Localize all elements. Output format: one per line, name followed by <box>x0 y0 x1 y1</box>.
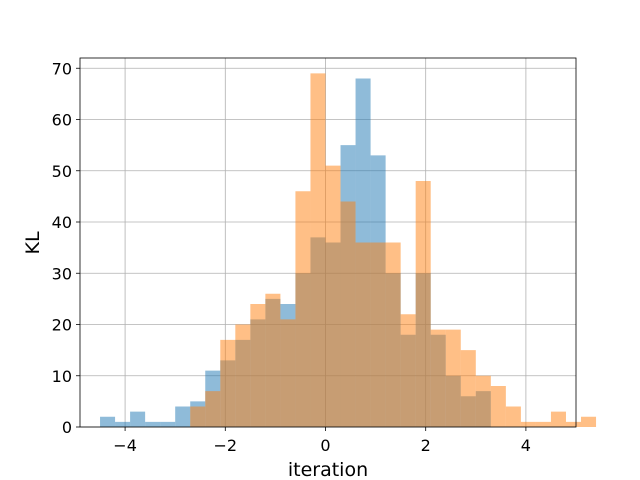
histogram-bar-series-2 <box>520 421 536 427</box>
histogram-bar-series-1 <box>100 416 116 427</box>
histogram-bar-series-2 <box>535 421 551 427</box>
histogram-bar-series-2 <box>475 375 491 427</box>
plot-frame <box>79 57 577 428</box>
histogram-bar-series-2 <box>385 242 401 427</box>
x-tick-label: −2 <box>213 436 237 455</box>
y-axis-label: KL <box>22 231 44 254</box>
histogram-bar-series-2 <box>505 406 521 427</box>
x-tick-label: 0 <box>320 436 330 455</box>
histogram-bar-series-2 <box>581 416 597 427</box>
histogram-bar-series-1 <box>160 421 176 427</box>
histogram-bars <box>100 73 597 427</box>
histogram-bar-series-2 <box>445 329 461 427</box>
histogram-bar-series-2 <box>415 181 431 427</box>
y-tick-label: 70 <box>52 59 72 78</box>
histogram-bar-series-2 <box>190 406 206 427</box>
y-tick-label: 10 <box>52 367 72 386</box>
y-tick-label: 60 <box>52 111 72 130</box>
histogram-bar-series-2 <box>205 391 221 427</box>
histogram-bar-series-2 <box>430 329 446 427</box>
histogram-bar-series-1 <box>130 411 146 427</box>
histogram-bar-series-2 <box>325 165 341 427</box>
histogram-bar-series-2 <box>370 242 386 427</box>
histogram-bar-series-2 <box>460 350 476 427</box>
histogram-bar-series-2 <box>565 421 582 427</box>
histogram-bar-series-2 <box>265 293 281 427</box>
y-tick-label: 20 <box>52 316 72 335</box>
histogram-bar-series-1 <box>145 421 161 427</box>
y-tick-label: 30 <box>52 264 72 283</box>
x-tick-label: −4 <box>113 436 137 455</box>
histogram-bar-series-2 <box>235 324 251 427</box>
histogram-bar-series-2 <box>295 191 311 427</box>
histogram-bar-series-2 <box>310 73 326 427</box>
y-tick-label: 50 <box>52 162 72 181</box>
x-axis-label: iteration <box>288 459 368 480</box>
histogram-bar-series-1 <box>115 421 131 427</box>
histogram-bar-series-2 <box>490 386 506 427</box>
histogram-bar-series-2 <box>400 314 416 427</box>
x-tick-label: 4 <box>521 436 531 455</box>
histogram-bar-series-2 <box>280 319 296 427</box>
histogram-bar-series-2 <box>355 242 371 427</box>
histogram-bar-series-2 <box>340 201 356 427</box>
histogram-bar-series-1 <box>175 406 191 427</box>
y-tick-label: 0 <box>62 418 72 437</box>
x-tick-label: 2 <box>421 436 431 455</box>
histogram-bar-series-2 <box>250 304 266 427</box>
histogram-bar-series-2 <box>550 411 566 427</box>
y-tick-label: 40 <box>52 213 72 232</box>
histogram-bar-series-2 <box>220 339 236 427</box>
